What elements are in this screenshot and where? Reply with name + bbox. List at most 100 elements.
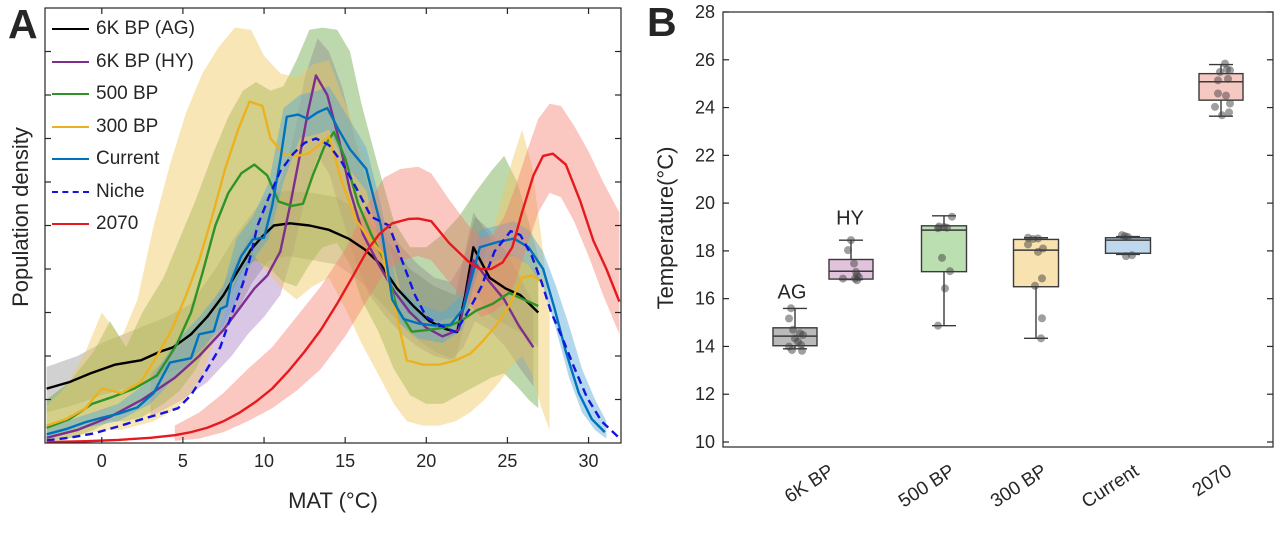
data-point [789,325,797,334]
boxplot-300 BP [1012,233,1060,343]
data-point [844,246,852,255]
legend-item: 300 BP [52,111,195,144]
legend-line-sample [52,93,89,96]
data-point [934,321,942,330]
data-point [1124,233,1132,242]
panel-a-axes: 0 5 10 15 20 25 30 [44,7,622,471]
confidence-band-Current [46,86,607,439]
panel-b-axes: 10 12 14 16 18 20 22 24 26 28 6K BP 500 BP 300 BP Cur… [695,2,1274,513]
x-category-label: 2070 [1189,461,1236,502]
legend-item: 500 BP [52,78,195,111]
legend-label: 6K BP (HY) [96,50,194,72]
confidence-band-500 BP [46,27,539,441]
x-category-label: 300 BP [987,461,1051,513]
y-tick-label: 12 [695,384,715,404]
x-tick-label: 15 [335,451,355,471]
confidence-band-2070 [174,103,620,441]
legend-line-sample [52,60,89,63]
data-point [787,304,795,313]
data-point [850,259,858,268]
x-tick-label: 10 [254,451,274,471]
box [1012,238,1060,288]
data-point [799,330,807,339]
data-point [798,346,806,355]
panel-a-x-axis-label: MAT (°C) [288,488,378,513]
confidence-band-6K BP (HY) [150,38,534,417]
y-tick-label: 26 [695,50,715,70]
boxplot-6K BP (HY) [828,236,874,285]
x-category-label: 6K BP [781,461,838,508]
legend-line-sample [52,223,89,226]
legend-item: 6K BP (HY) [52,46,195,79]
data-point [839,274,847,283]
y-tick-label: 14 [695,336,715,356]
data-point [1122,252,1130,261]
data-point [1214,76,1222,85]
data-point [1037,334,1045,343]
x-tick-label: 0 [97,451,107,471]
legend-line-sample [52,28,89,31]
series-line-Niche [46,137,619,442]
legend-item: 2070 [52,208,195,241]
data-point [1031,281,1039,290]
series-line-2070 [46,152,621,443]
legend-label: 6K BP (AG) [96,18,195,40]
boxplot-6K BP (AG) [772,304,818,355]
data-point [948,212,956,221]
legend-label: 500 BP [96,83,159,105]
data-point [1218,111,1226,120]
data-point [1225,108,1233,117]
data-point [946,267,954,276]
data-point [1214,89,1222,98]
data-point [1226,66,1234,75]
legend-line-sample [52,190,89,193]
legend-label: 300 BP [96,115,159,137]
boxplot-Current [1104,231,1152,261]
panel-b-y-axis-label: Temperature(°C) [653,146,678,310]
annotation-AG: AG [778,282,807,304]
x-tick-label: 20 [416,451,436,471]
data-point [941,284,949,293]
box [920,225,968,273]
legend-line-sample [52,125,89,128]
x-category-label: 500 BP [895,461,959,513]
legend-label: 2070 [96,213,139,235]
legend-item: Current [52,143,195,176]
data-point [943,223,951,232]
data-point [1224,74,1232,83]
legend-item: Niche [52,176,195,209]
y-tick-label: 24 [695,98,715,118]
panel-a-y-axis-label: Population density [8,127,33,307]
y-tick-label: 22 [695,145,715,165]
legend: 6K BP (AG) 6K BP (HY) 500 BP 300 BP Curr… [52,13,195,241]
data-point [1211,102,1219,111]
legend-line-sample [52,158,89,161]
data-point [1029,234,1037,243]
legend-label: Current [96,148,160,170]
data-point [788,346,796,355]
legend-item: 6K BP (AG) [52,13,195,46]
series-line-Current [46,106,606,436]
data-point [1024,240,1032,249]
y-tick-label: 18 [695,241,715,261]
data-point [847,236,855,245]
panel-a-plot-area [46,27,621,443]
y-tick-label: 10 [695,432,715,452]
data-point [1034,247,1042,256]
y-tick-label: 28 [695,2,715,22]
x-tick-label: 25 [497,451,517,471]
boxplot-500 BP [920,212,968,330]
data-point [1128,251,1136,260]
box [828,258,874,280]
panel-b-label: B [647,0,677,45]
data-point [785,314,793,323]
legend-label: Niche [96,180,145,202]
panel-b-plot-area: AG HY [772,59,1244,355]
data-point [1216,67,1224,76]
x-tick-label: 30 [579,451,599,471]
data-point [1038,314,1046,323]
data-point [1226,99,1234,108]
box [1198,72,1244,101]
data-point [1038,274,1046,283]
